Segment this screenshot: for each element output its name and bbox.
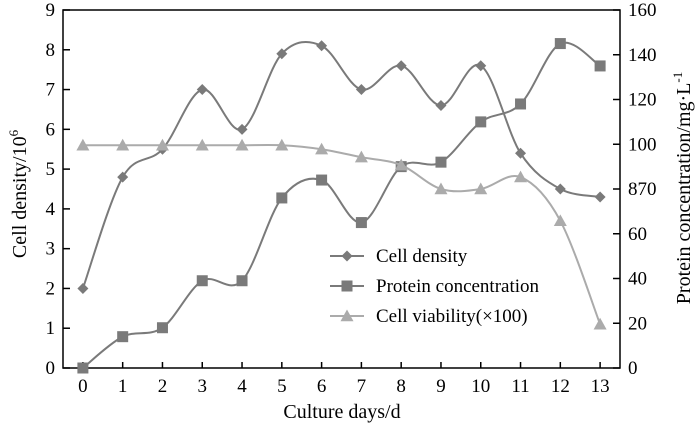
y-left-tick-label: 1 [46, 318, 56, 339]
data-point-square [435, 156, 447, 168]
y-right-tick-label: 140 [628, 45, 657, 66]
data-point-triangle [474, 182, 488, 195]
y-right-tick-label: 120 [628, 90, 657, 111]
data-point-triangle [315, 142, 329, 155]
y-axis-left-title: Cell density/106 [6, 129, 31, 258]
x-tick-label: 1 [118, 376, 128, 397]
x-tick-label: 7 [357, 376, 367, 397]
x-tick-label: 3 [198, 376, 208, 397]
y-left-tick-label: 9 [46, 0, 56, 21]
data-point-triangle [76, 138, 90, 151]
x-tick-label: 6 [317, 376, 327, 397]
x-tick-label: 8 [396, 376, 406, 397]
y-left-tick-label: 2 [46, 278, 56, 299]
legend-swatch-marker [340, 309, 354, 322]
y-left-tick-label: 7 [46, 80, 56, 101]
y-right-tick-label: 0 [628, 358, 638, 379]
x-tick-label: 11 [511, 376, 529, 397]
y-right-tick-label: 40 [628, 269, 647, 290]
legend-swatch-marker [341, 280, 353, 292]
data-point-diamond [77, 282, 89, 294]
data-point-diamond [196, 84, 208, 96]
data-point-diamond [316, 40, 328, 52]
data-point-triangle [434, 182, 448, 195]
y-left-tick-label: 8 [46, 40, 56, 61]
y-right-tick-label: 100 [628, 134, 657, 155]
data-point-triangle [275, 138, 289, 151]
x-tick-label: 2 [158, 376, 168, 397]
legend-label: Cell density [376, 246, 468, 267]
legend-label: Protein concentration [376, 276, 540, 297]
x-tick-label: 10 [471, 376, 490, 397]
data-point-triangle [514, 170, 528, 183]
x-tick-label: 13 [591, 376, 610, 397]
y-right-tick-label: 160 [628, 0, 657, 21]
legend-label: Cell viability(×100) [376, 306, 528, 327]
data-point-diamond [395, 60, 407, 72]
series-line [81, 41, 601, 289]
data-point-diamond [554, 183, 566, 195]
data-point-square [594, 60, 606, 72]
y-left-tick-label: 6 [46, 119, 56, 140]
data-point-triangle [195, 138, 209, 151]
y-left-tick-label: 5 [46, 159, 56, 180]
y-left-tick-label: 4 [46, 199, 56, 220]
data-point-triangle [394, 158, 408, 171]
data-point-diamond [117, 171, 129, 183]
y-right-tick-label: 20 [628, 313, 647, 334]
data-point-square [316, 174, 328, 186]
y-left-tick-label: 3 [46, 239, 56, 260]
data-point-square [77, 362, 89, 374]
data-point-square [515, 98, 527, 110]
y-axis-right-title: Protein concentration/mg·L-1 [670, 72, 695, 304]
y-left-tick-label: 0 [46, 358, 56, 379]
data-point-square [276, 192, 288, 204]
x-tick-label: 0 [78, 376, 88, 397]
series-triangle [76, 138, 607, 330]
data-point-diamond [475, 60, 487, 72]
data-point-triangle [235, 138, 249, 151]
data-point-diamond [276, 48, 288, 60]
data-point-triangle [155, 138, 169, 151]
series-group [76, 38, 607, 374]
data-point-diamond [236, 123, 248, 135]
data-point-triangle [354, 150, 368, 163]
data-point-square [554, 38, 566, 50]
data-point-square [355, 217, 367, 229]
data-point-square [156, 322, 168, 334]
data-point-triangle [553, 214, 567, 227]
x-axis-title: Culture days/d [283, 401, 400, 423]
x-tick-label: 12 [551, 376, 570, 397]
data-point-diamond [435, 99, 447, 111]
data-point-diamond [594, 191, 606, 203]
series-line [82, 143, 602, 325]
y-right-tick-label: 60 [628, 224, 647, 245]
data-point-square [236, 275, 248, 287]
x-tick-label: 5 [277, 376, 287, 397]
data-point-diamond [515, 147, 527, 159]
x-tick-label: 9 [436, 376, 446, 397]
legend: Cell density Protein concentration Cell vi… [330, 246, 540, 327]
legend-swatch-marker [341, 250, 353, 262]
data-point-triangle [593, 317, 607, 330]
series-square [77, 38, 606, 374]
y-right-tick-label: 870 [628, 179, 657, 200]
data-point-square [196, 275, 208, 287]
data-point-square [475, 116, 487, 128]
x-tick-label: 4 [237, 376, 247, 397]
data-point-triangle [116, 138, 130, 151]
data-point-square [117, 331, 129, 343]
data-point-diamond [355, 84, 367, 96]
